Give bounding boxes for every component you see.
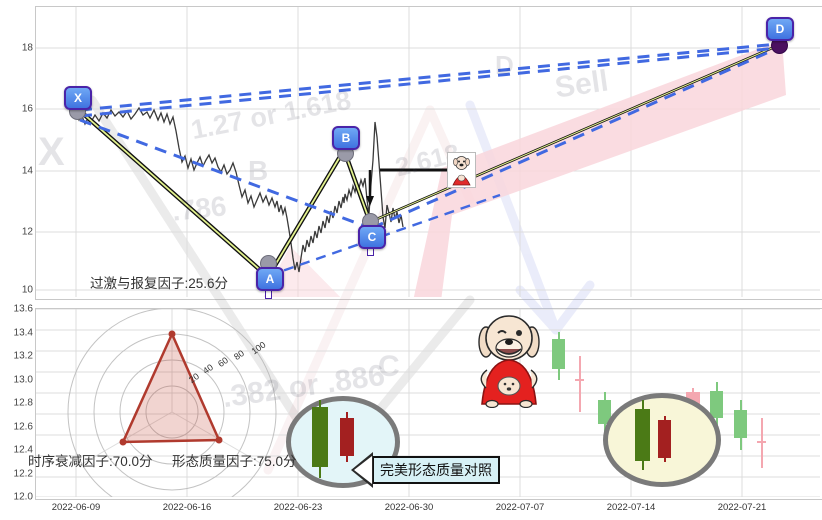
x-tick-2022-06-09: 2022-06-09 <box>51 502 101 513</box>
y-tick-bottom-13.2: 13.2 <box>13 350 33 362</box>
callout-arrow-icon <box>351 452 373 488</box>
dog-thumbnail-icon <box>452 156 471 186</box>
candle <box>734 400 747 450</box>
callout-text: 完美形态质量对照 <box>372 456 500 484</box>
dog-thumbnail-card[interactable] <box>447 152 476 188</box>
y-tick-top-14: 14 <box>21 165 33 177</box>
y-tick-bottom-12.2: 12.2 <box>13 468 33 479</box>
y-tick-bottom-12.8: 12.8 <box>13 397 33 409</box>
candle <box>598 392 611 440</box>
candle-body <box>575 379 584 381</box>
x-tick-2022-06-23: 2022-06-23 <box>273 502 323 513</box>
candle <box>312 400 328 478</box>
y-tick-top-12: 12 <box>21 226 33 238</box>
candle <box>635 400 650 470</box>
x-tick-2022-07-14: 2022-07-14 <box>606 502 656 513</box>
candle-body <box>340 418 354 456</box>
pattern-marker-d[interactable]: D <box>766 17 794 41</box>
candle <box>757 418 766 468</box>
y-tick-bottom-12.6: 12.6 <box>13 421 33 432</box>
lower-y-axis: 12.0 12.2 12.4 12.6 12.8 13.0 13.2 13.4 13.6 <box>0 0 33 520</box>
candle-body <box>598 400 611 424</box>
candlestick-panel <box>35 308 822 500</box>
candle-body <box>757 441 766 443</box>
candle-body <box>312 407 328 467</box>
x-tick-2022-06-16: 2022-06-16 <box>162 502 212 513</box>
dog-mascot-icon <box>470 312 548 409</box>
candle-wick <box>760 418 763 468</box>
candle-wick <box>578 356 581 412</box>
candle <box>658 416 671 462</box>
y-tick-bottom-13.6: 13.6 <box>13 303 33 315</box>
candle <box>340 412 354 462</box>
candle <box>575 356 584 412</box>
factor-decay-label: 时序衰减因子:70.0分 <box>28 454 153 469</box>
y-tick-top-16: 16 <box>21 103 33 115</box>
candle-body <box>658 420 671 458</box>
pattern-marker-x[interactable]: X <box>64 86 92 110</box>
y-tick-top-10: 10 <box>21 284 33 296</box>
y-tick-top-18: 18 <box>21 42 33 54</box>
perfect-quality-callout[interactable]: 完美形态质量对照 <box>351 452 500 488</box>
x-tick-2022-07-07: 2022-07-07 <box>495 502 545 513</box>
candle-body <box>552 339 565 369</box>
candle-body <box>710 391 723 418</box>
y-tick-bottom-12.4: 12.4 <box>13 444 33 456</box>
upper-y-axis: 10 12 14 16 18 <box>0 0 33 520</box>
y-tick-bottom-13.4: 13.4 <box>13 327 33 338</box>
y-tick-bottom-13.0: 13.0 <box>13 374 33 385</box>
factor-quality-label: 形态质量因子:75.0分 <box>172 454 297 469</box>
pattern-marker-c[interactable]: C <box>358 225 386 249</box>
candle-body <box>734 410 747 438</box>
candle-body <box>635 409 650 461</box>
pattern-marker-b[interactable]: B <box>332 126 360 150</box>
factor-aggression-label: 过激与报复因子:25.6分 <box>90 276 229 291</box>
candle <box>552 332 565 380</box>
harmonic-pattern-panel <box>35 6 822 300</box>
y-tick-bottom-12.0: 12.0 <box>13 491 33 503</box>
candle <box>710 382 723 430</box>
x-tick-2022-06-30: 2022-06-30 <box>384 502 434 513</box>
pattern-marker-a[interactable]: A <box>256 267 284 291</box>
x-tick-2022-07-21: 2022-07-21 <box>717 502 767 513</box>
